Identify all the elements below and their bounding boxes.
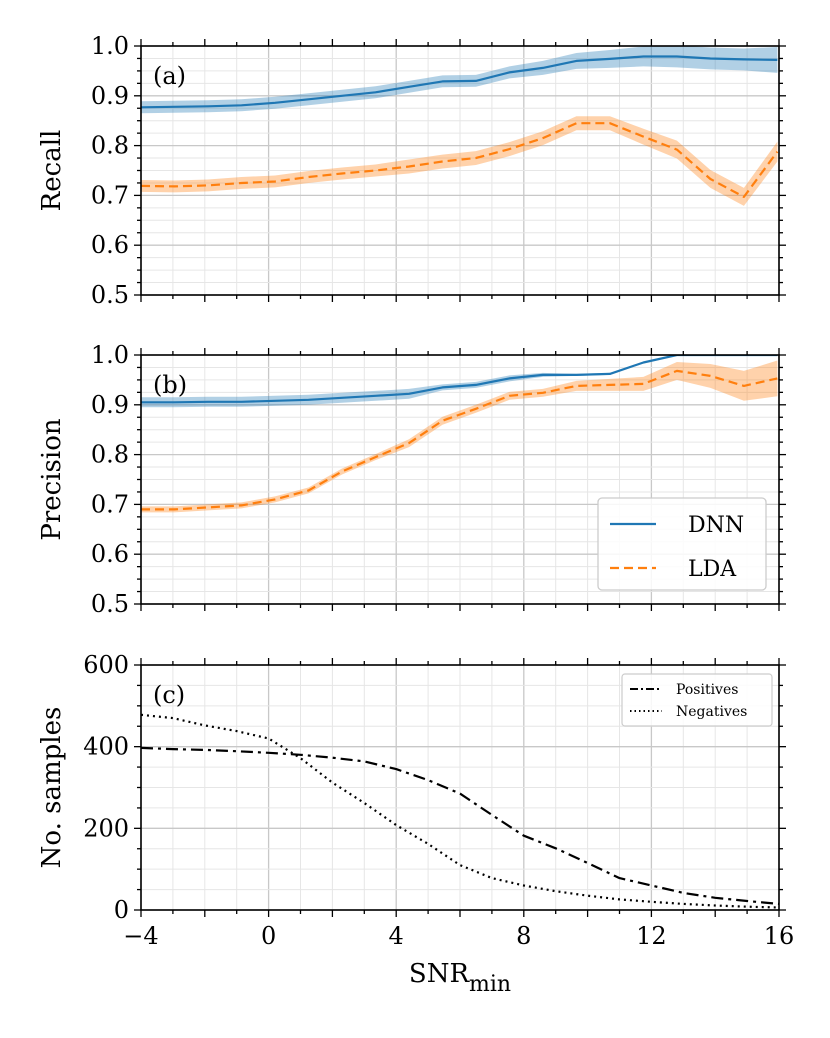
y-axis-label: Precision bbox=[37, 418, 67, 540]
legend-box bbox=[597, 497, 767, 591]
panel-precision: 0.5 0.6 0.7 0.8 0.9 1.0 Precision (b) DNN LDA bbox=[37, 341, 786, 618]
plot-area bbox=[141, 46, 779, 206]
y-tick-label: 0 bbox=[114, 896, 129, 924]
y-tick-label: 0.6 bbox=[91, 231, 129, 259]
legend-label: DNN bbox=[688, 513, 744, 538]
legend: Positives Negatives bbox=[621, 673, 773, 727]
y-axis-label: No. samples bbox=[37, 707, 67, 869]
series-line-lda bbox=[141, 122, 779, 198]
y-axis-label: Recall bbox=[37, 130, 67, 212]
legend-label: Negatives bbox=[676, 704, 747, 720]
y-tick-label: 1.0 bbox=[91, 32, 129, 60]
series-line-positives bbox=[141, 746, 779, 905]
band-lda bbox=[141, 360, 778, 513]
legend-label: LDA bbox=[688, 557, 737, 582]
ticks bbox=[134, 658, 786, 917]
series-line-dnn bbox=[141, 55, 778, 109]
panel-tag: (b) bbox=[153, 371, 187, 399]
series-line-dnn bbox=[141, 355, 778, 404]
plot-area bbox=[141, 713, 779, 909]
x-tick-label: 4 bbox=[389, 922, 404, 950]
y-tick-label: 400 bbox=[83, 733, 129, 761]
legend-label: Positives bbox=[676, 682, 738, 698]
y-tick-label: 0.9 bbox=[91, 82, 129, 110]
y-tick-label: 600 bbox=[83, 651, 129, 679]
y-tick-label: 200 bbox=[83, 814, 129, 842]
y-tick-label: 0.8 bbox=[91, 132, 129, 160]
x-tick-label: −4 bbox=[123, 922, 158, 950]
band-lda bbox=[141, 116, 778, 206]
x-tick-label: 8 bbox=[516, 922, 531, 950]
legend-box bbox=[621, 673, 773, 727]
x-tick-label: 16 bbox=[764, 922, 795, 950]
y-tick-label: 0.5 bbox=[91, 590, 129, 618]
band-dnn bbox=[141, 46, 778, 114]
panel-tag: (c) bbox=[153, 681, 185, 709]
x-tick-label: 0 bbox=[261, 922, 276, 950]
plot-area bbox=[141, 355, 778, 513]
y-tick-label: 0.9 bbox=[91, 391, 129, 419]
y-tick-label: 0.7 bbox=[91, 181, 129, 209]
x-tick-label: 12 bbox=[636, 922, 667, 950]
y-tick-label: 0.8 bbox=[91, 441, 129, 469]
panel-recall: 0.5 0.6 0.7 0.8 0.9 1.0 Recall (a) bbox=[37, 32, 786, 309]
ticks bbox=[134, 39, 786, 302]
y-tick-label: 0.7 bbox=[91, 490, 129, 518]
legend: DNN LDA bbox=[597, 497, 767, 591]
x-axis-label: SNRmin bbox=[409, 959, 511, 997]
ticks bbox=[134, 348, 786, 611]
y-tick-label: 0.5 bbox=[91, 281, 129, 309]
y-tick-label: 0.6 bbox=[91, 540, 129, 568]
series-line-negatives bbox=[141, 713, 779, 909]
series-line-lda bbox=[141, 369, 778, 511]
panel-tag: (a) bbox=[153, 62, 186, 90]
grid bbox=[140, 354, 780, 605]
y-tick-label: 1.0 bbox=[91, 341, 129, 369]
